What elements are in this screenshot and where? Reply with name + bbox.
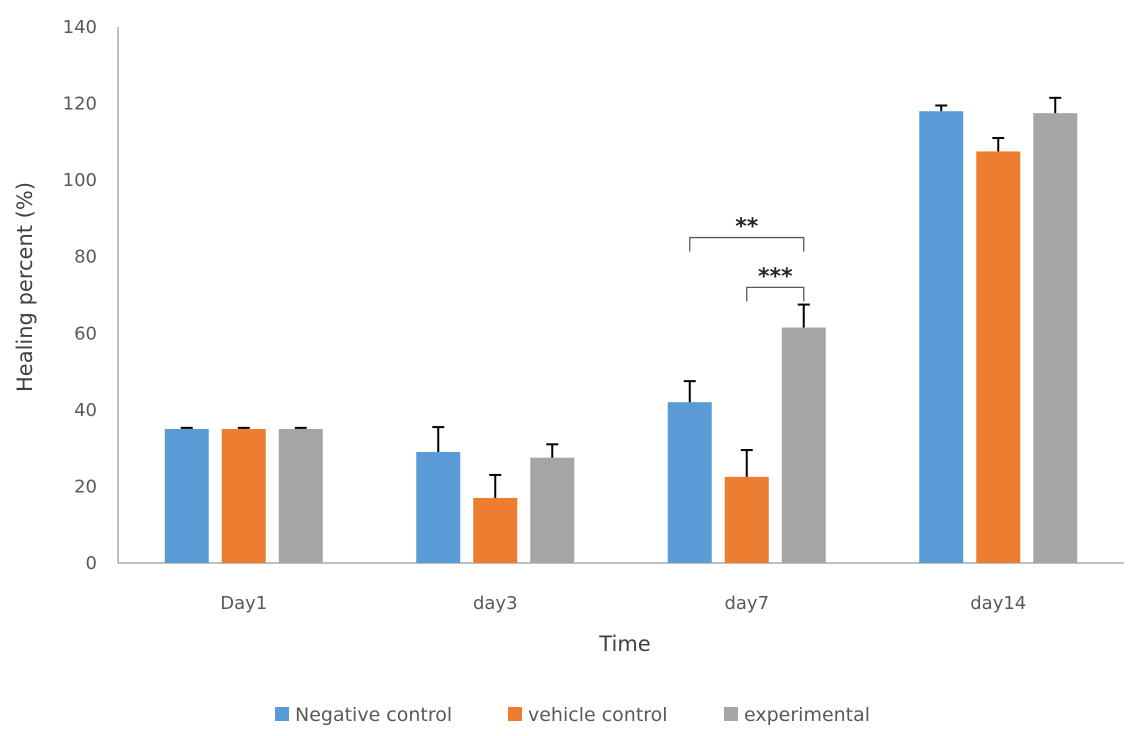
legend-label: vehicle control xyxy=(528,704,668,726)
significance-bracket xyxy=(690,238,804,252)
significance-label: ** xyxy=(735,215,759,240)
legend-label: Negative control xyxy=(295,704,452,726)
bar xyxy=(668,402,712,563)
x-tick-label: day7 xyxy=(724,593,769,614)
bar xyxy=(165,429,209,563)
y-tick-label: 100 xyxy=(63,170,97,191)
y-axis-title: Healing percent (%) xyxy=(13,182,37,392)
x-axis-title: Time xyxy=(598,632,650,656)
legend-swatch xyxy=(275,707,289,721)
x-axis-ticks: Day1 day3 day7 day14 xyxy=(220,593,1026,614)
bar xyxy=(725,477,769,563)
y-tick-label: 80 xyxy=(74,247,97,268)
x-tick-label: day3 xyxy=(473,593,518,614)
significance-label: *** xyxy=(758,264,793,289)
significance-annotations: ***** xyxy=(690,215,804,302)
bar xyxy=(782,328,826,563)
legend-swatch xyxy=(724,707,738,721)
bar xyxy=(473,498,517,563)
bar xyxy=(919,111,963,563)
significance-bracket xyxy=(747,287,804,301)
y-tick-label: 20 xyxy=(74,476,97,497)
bar xyxy=(1033,113,1077,563)
x-tick-label: day14 xyxy=(970,593,1026,614)
y-tick-label: 140 xyxy=(63,17,97,38)
bar xyxy=(222,429,266,563)
y-tick-label: 120 xyxy=(63,94,97,115)
x-tick-label: Day1 xyxy=(220,593,267,614)
bars xyxy=(165,98,1078,563)
y-tick-label: 40 xyxy=(74,400,97,421)
bar xyxy=(976,151,1020,563)
bar xyxy=(279,429,323,563)
legend: Negative control vehicle control experimen… xyxy=(275,704,870,726)
bar xyxy=(416,452,460,563)
y-tick-label: 60 xyxy=(74,323,97,344)
legend-label: experimental xyxy=(744,704,870,726)
legend-swatch xyxy=(508,707,522,721)
y-axis-ticks: 0 20 40 60 80 100 120 140 xyxy=(63,17,97,574)
bar xyxy=(530,458,574,563)
y-tick-label: 0 xyxy=(86,553,97,574)
